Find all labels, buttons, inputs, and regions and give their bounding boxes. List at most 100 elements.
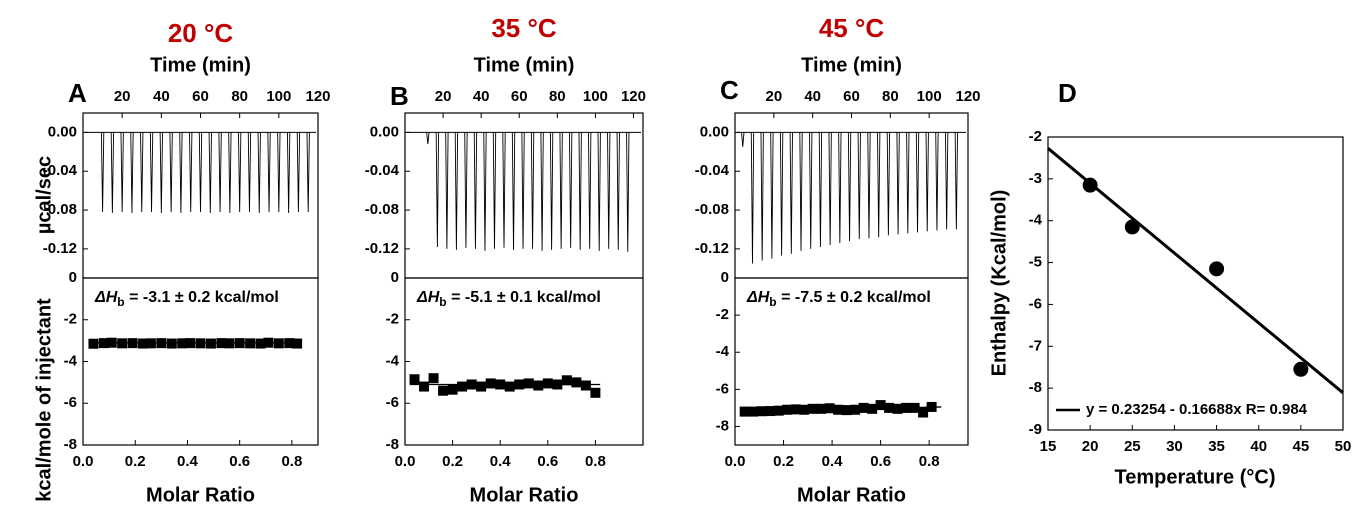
panel-label: C — [720, 75, 739, 105]
injection-peak — [741, 132, 745, 148]
data-point — [875, 400, 886, 411]
x-tick-label: 0.6 — [870, 453, 891, 470]
data-point — [748, 406, 759, 417]
data-point — [1124, 219, 1140, 235]
x-tick-label: 40 — [153, 88, 170, 105]
injection-peak — [578, 132, 582, 250]
injection-peak — [257, 132, 261, 213]
plot-frame — [734, 112, 969, 279]
data-point — [739, 406, 750, 417]
injection-peak — [954, 132, 958, 230]
data-point — [224, 338, 235, 349]
injection-peak — [189, 132, 193, 213]
injection-peak — [179, 132, 183, 213]
injection-peak — [857, 132, 861, 240]
x-tick-label: 0.0 — [395, 453, 416, 470]
data-point — [561, 375, 572, 386]
panel-label: A — [68, 78, 87, 108]
y-tick-label: -0.04 — [365, 162, 400, 179]
injection-peak — [944, 132, 949, 230]
injection-peak — [238, 132, 242, 213]
x-tick-label: 60 — [192, 88, 209, 105]
data-point — [824, 403, 835, 414]
x-tick-label: 0.8 — [919, 453, 940, 470]
x-tick-label: 15 — [1040, 438, 1057, 455]
panel-label: D — [1058, 78, 1077, 108]
injection-peak — [130, 132, 134, 213]
data-point — [926, 401, 937, 412]
injection-peak — [426, 132, 430, 145]
x-tick-label: 120 — [955, 88, 980, 105]
injection-peak — [559, 132, 563, 249]
x-tick-label: 120 — [621, 88, 646, 105]
x-tick-label: 20 — [435, 88, 452, 105]
data-point — [117, 338, 128, 349]
injection-peak — [483, 132, 487, 251]
data-point — [790, 404, 801, 415]
data-point — [185, 338, 196, 349]
data-point — [816, 403, 827, 414]
x-tick-label: 20 — [1082, 438, 1099, 455]
injection-peak — [925, 132, 929, 232]
x-tick-label: 120 — [305, 88, 330, 105]
x-tick-label: 0.0 — [725, 453, 746, 470]
data-point — [234, 338, 245, 349]
injection-peak — [770, 132, 774, 259]
injection-peak — [809, 132, 813, 249]
injection-peak — [286, 132, 291, 213]
y-tick-label: -6 — [386, 394, 399, 411]
y-tick-label: -0.04 — [43, 162, 78, 179]
x-tick-label: 30 — [1166, 438, 1183, 455]
data-point — [918, 407, 929, 418]
data-point — [138, 338, 149, 349]
y-tick-label: -8 — [64, 436, 77, 453]
data-point — [799, 404, 810, 415]
injection-peak — [607, 132, 611, 249]
x-tick-label: 100 — [266, 88, 291, 105]
x-tick-label: 50 — [1335, 438, 1352, 455]
y-tick-label: -0.12 — [695, 240, 729, 257]
injection-peak — [169, 132, 173, 213]
x-tick-label: 0.4 — [490, 453, 512, 470]
data-point — [901, 402, 912, 413]
x-tick-label: 60 — [843, 88, 860, 105]
injection-peak — [847, 132, 852, 242]
y-tick-label: -0.08 — [43, 201, 77, 218]
x-tick-label: 0.8 — [585, 453, 606, 470]
x-tick-label: 80 — [549, 88, 566, 105]
x-tick-label: 0.2 — [773, 453, 794, 470]
y-tick-label: 0 — [721, 269, 729, 286]
y-axis-label: Enthalpy (Kcal/mol) — [988, 190, 1010, 377]
data-point — [419, 381, 430, 392]
x-tick-label: 40 — [473, 88, 490, 105]
x-tick-label: 40 — [804, 88, 821, 105]
injection-peak — [464, 132, 468, 248]
annotation: ΔHb = -5.1 ± 0.1 kcal/mol — [416, 289, 601, 309]
data-point — [457, 381, 468, 392]
x-tick-label: 40 — [1250, 438, 1267, 455]
y-axis-label: µcal/sec — [33, 156, 55, 234]
injection-peak — [789, 132, 793, 254]
annotation-subscript: b — [769, 295, 776, 309]
data-point — [892, 403, 903, 414]
y-tick-label: -5 — [1029, 254, 1042, 271]
y-tick-label: -3 — [1029, 170, 1042, 187]
data-point — [447, 384, 458, 395]
data-point — [263, 337, 274, 348]
x-tick-label: 0.0 — [73, 453, 94, 470]
panel-label: B — [390, 81, 409, 111]
x-tick-label: 100 — [917, 88, 942, 105]
injection-peak — [818, 132, 823, 247]
injection-peak — [540, 132, 544, 251]
x-tick-label: 80 — [231, 88, 248, 105]
panel-title: 45 °C — [819, 13, 885, 43]
data-point — [98, 338, 109, 349]
x-tick-label: 100 — [583, 88, 608, 105]
data-point — [255, 338, 266, 349]
annotation-symbol: ΔH — [94, 289, 118, 306]
injection-peak — [159, 132, 163, 213]
plot-frame — [1047, 136, 1344, 431]
data-point — [773, 405, 784, 416]
data-point — [807, 403, 818, 414]
x-tick-label: 0.8 — [281, 453, 302, 470]
